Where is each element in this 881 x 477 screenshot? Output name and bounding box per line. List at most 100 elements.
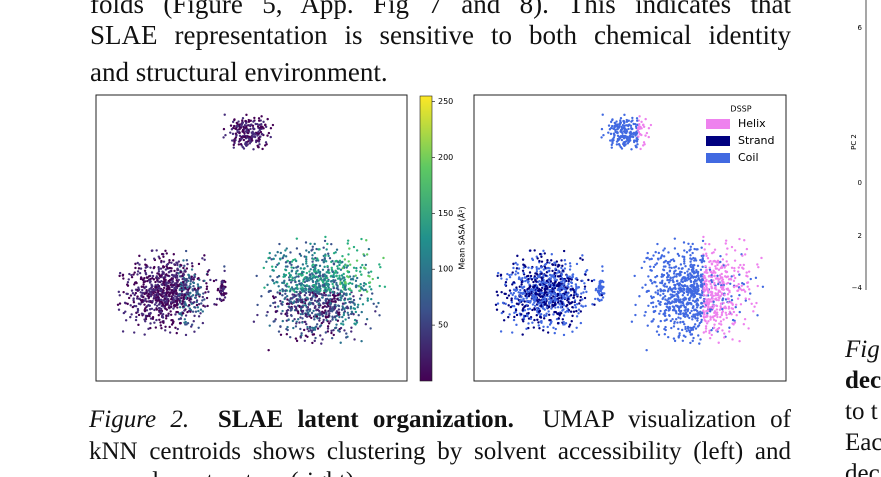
- point: [346, 311, 349, 314]
- point: [134, 318, 138, 322]
- point: [651, 282, 654, 285]
- point: [145, 288, 148, 292]
- point: [311, 288, 314, 291]
- point: [341, 294, 344, 298]
- point: [168, 304, 171, 307]
- point: [537, 298, 541, 301]
- point: [505, 278, 508, 281]
- point: [671, 318, 674, 321]
- point: [294, 308, 298, 312]
- point: [311, 326, 314, 329]
- point: [559, 312, 563, 315]
- point: [722, 281, 725, 285]
- point: [189, 282, 192, 286]
- point: [346, 239, 350, 242]
- point: [324, 260, 328, 263]
- point: [199, 286, 202, 289]
- point: [183, 293, 187, 297]
- point: [708, 242, 711, 246]
- point: [308, 301, 311, 304]
- point: [205, 285, 209, 288]
- point: [558, 264, 561, 267]
- point: [158, 318, 161, 321]
- point: [330, 336, 334, 340]
- point: [303, 267, 306, 270]
- point: [316, 299, 320, 303]
- point: [300, 282, 304, 286]
- point: [332, 333, 335, 337]
- point: [166, 262, 170, 266]
- point: [623, 128, 626, 131]
- point: [285, 247, 288, 250]
- point: [716, 315, 719, 319]
- point: [338, 274, 341, 278]
- point: [692, 282, 696, 286]
- point: [192, 281, 196, 285]
- point: [349, 307, 353, 310]
- point: [724, 311, 727, 314]
- point: [142, 313, 145, 316]
- point: [157, 280, 160, 283]
- point: [627, 119, 630, 122]
- point: [304, 241, 308, 244]
- point: [256, 139, 259, 142]
- point: [694, 317, 697, 320]
- point: [711, 297, 714, 300]
- point: [358, 289, 362, 292]
- body-line: folds (Figure 5, App. Fig 7 and 8). This…: [90, 0, 791, 19]
- point: [682, 304, 685, 307]
- point: [316, 290, 320, 294]
- point: [727, 301, 730, 304]
- point: [135, 315, 138, 319]
- point: [517, 267, 521, 270]
- point: [560, 296, 563, 300]
- point: [726, 293, 730, 296]
- point: [176, 306, 179, 309]
- point: [581, 279, 584, 283]
- point: [583, 285, 587, 288]
- point: [703, 248, 706, 251]
- point: [341, 315, 344, 319]
- point: [743, 317, 747, 321]
- point: [193, 330, 196, 333]
- point: [738, 293, 741, 297]
- point: [581, 298, 584, 301]
- point: [577, 312, 580, 315]
- point: [662, 268, 666, 272]
- point: [695, 282, 699, 285]
- point: [692, 272, 696, 275]
- point: [266, 283, 269, 287]
- point: [717, 298, 720, 302]
- point: [660, 280, 664, 284]
- point: [593, 297, 597, 301]
- point: [348, 281, 352, 285]
- point: [258, 143, 261, 146]
- point: [557, 285, 560, 288]
- point: [749, 292, 752, 295]
- point: [631, 116, 634, 120]
- point: [546, 325, 549, 329]
- point: [641, 286, 644, 289]
- point: [305, 322, 308, 326]
- point: [340, 282, 344, 285]
- point: [314, 264, 317, 267]
- point: [274, 318, 277, 321]
- point: [148, 290, 152, 294]
- point: [601, 113, 604, 116]
- point: [555, 260, 559, 263]
- point: [667, 274, 671, 277]
- point: [548, 289, 552, 292]
- point: [312, 309, 315, 313]
- point: [192, 276, 196, 279]
- point: [139, 267, 143, 270]
- point: [356, 303, 360, 306]
- point: [299, 336, 302, 339]
- point: [158, 257, 161, 260]
- point: [331, 308, 334, 311]
- point: [212, 279, 216, 283]
- point: [327, 254, 330, 258]
- point: [342, 276, 346, 279]
- point: [568, 325, 571, 328]
- point: [317, 268, 320, 272]
- point: [533, 249, 536, 252]
